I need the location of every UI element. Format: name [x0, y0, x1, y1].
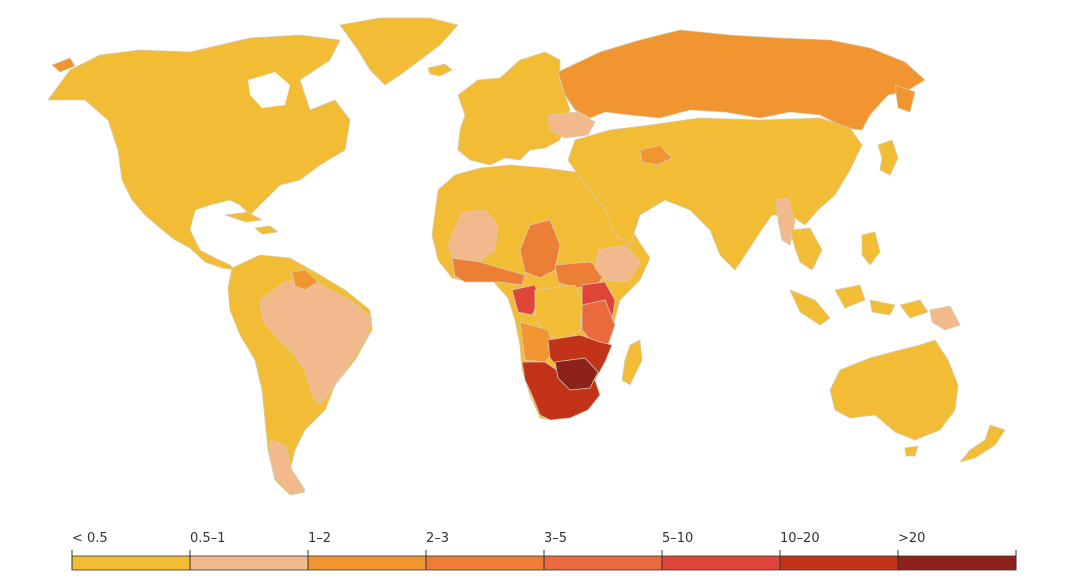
region-myanmar	[775, 197, 796, 246]
legend-label: 1–2	[308, 531, 331, 546]
region-kamchatka	[894, 84, 916, 113]
legend-label: 3–5	[544, 531, 567, 546]
region-mali	[447, 209, 499, 263]
legend-swatch	[426, 556, 544, 570]
region-europe	[457, 51, 571, 166]
region-hudson-bay	[248, 72, 290, 108]
region-madagascar	[621, 339, 643, 386]
region-west-africa-coast	[451, 257, 526, 286]
region-new-zealand	[959, 424, 1006, 463]
region-turkmenistan	[639, 144, 673, 166]
region-greenland	[339, 17, 459, 86]
region-iceland	[427, 63, 453, 77]
world-map	[47, 17, 1006, 496]
legend-label: < 0.5	[72, 531, 108, 546]
region-tasmania	[904, 445, 919, 457]
legend-swatch	[662, 556, 780, 570]
region-indonesia	[789, 284, 929, 326]
region-png	[929, 305, 961, 331]
region-southeast-asia	[789, 227, 823, 271]
legend-swatch	[898, 556, 1016, 570]
region-nigeria-chad	[519, 219, 561, 279]
region-caribbean	[224, 211, 279, 235]
legend-swatch	[72, 556, 190, 570]
legend-swatch	[780, 556, 898, 570]
region-ethiopia	[594, 244, 641, 283]
legend-label: 2–3	[426, 531, 449, 546]
region-australia	[829, 339, 959, 441]
region-southern-cone-pink	[269, 439, 306, 495]
region-russia	[557, 29, 926, 131]
region-guianas	[291, 269, 319, 291]
legend-swatch	[190, 556, 308, 570]
region-brazil	[259, 277, 373, 406]
legend-label: 5–10	[662, 531, 693, 546]
region-drc	[534, 284, 583, 341]
legend-bar-outline	[71, 555, 1017, 571]
legend-swatch	[308, 556, 426, 570]
legend-swatch	[544, 556, 662, 570]
legend-label: >20	[898, 531, 925, 546]
legend-label: 10–20	[780, 531, 820, 546]
region-philippines	[861, 231, 881, 266]
region-alaska-tip	[51, 57, 76, 73]
region-zimbabwe-botswana	[554, 357, 599, 391]
region-japan	[877, 139, 899, 176]
legend-label: 0.5–1	[190, 531, 225, 546]
